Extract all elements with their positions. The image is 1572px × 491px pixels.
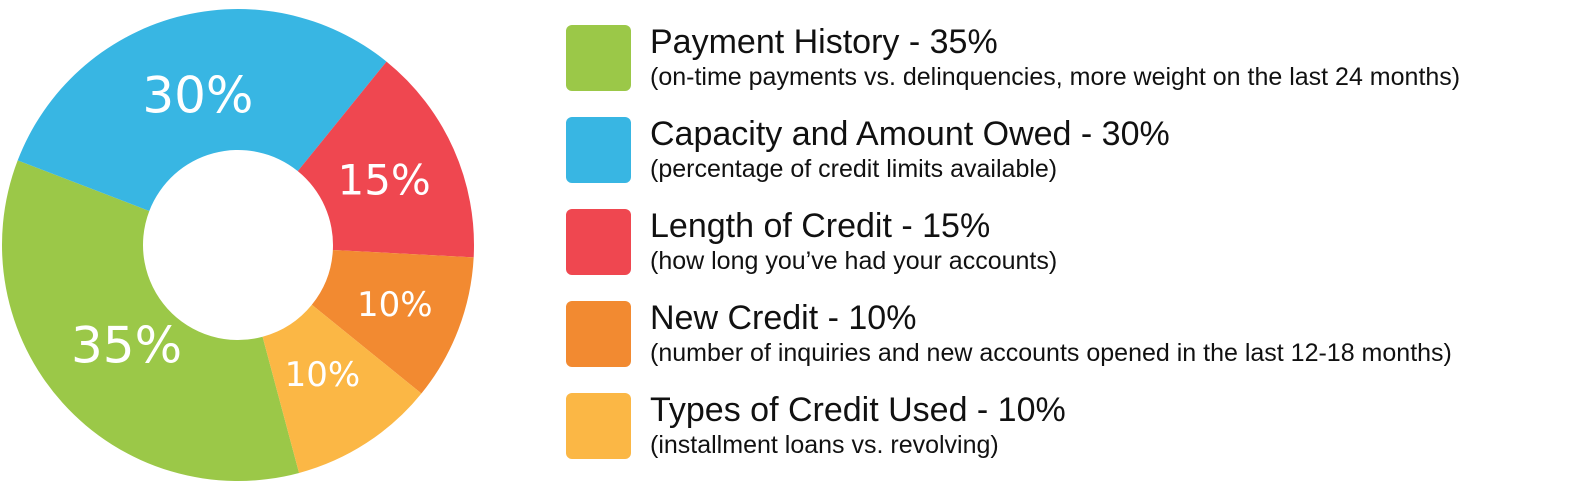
donut-slice-payment-history: [1, 160, 300, 481]
slice-label: 35%: [71, 316, 182, 374]
donut-slice-capacity-and-amount-owed: [17, 9, 387, 211]
legend-title: New Credit - 10%: [650, 299, 917, 337]
legend-swatch: [566, 25, 631, 91]
donut-chart: 35% 30% 15% 10% 10%: [1, 9, 474, 481]
slice-label: 10%: [357, 285, 433, 325]
legend-title: Length of Credit - 15%: [650, 207, 991, 245]
legend-swatch: [566, 209, 631, 275]
legend-description: (installment loans vs. revolving): [650, 431, 999, 459]
legend-swatch: [566, 393, 631, 459]
donut-slice-types-of-credit-used: [262, 304, 422, 473]
legend-swatch: [566, 301, 631, 367]
slice-label: 15%: [337, 155, 430, 204]
slice-label: 10%: [285, 355, 361, 395]
slice-label: 30%: [142, 66, 253, 124]
legend-description: (percentage of credit limits available): [650, 155, 1058, 183]
legend-description: (number of inquiries and new accounts op…: [650, 339, 1452, 367]
donut-slice-length-of-credit: [297, 61, 474, 258]
legend-swatch: [566, 117, 631, 183]
legend-title: Capacity and Amount Owed - 30%: [650, 115, 1170, 153]
legend-title: Payment History - 35%: [650, 23, 998, 61]
donut-slice-new-credit: [311, 249, 474, 394]
legend-description: (on-time payments vs. delinquencies, mor…: [650, 63, 1461, 91]
legend-description: (how long you’ve had your accounts): [650, 247, 1058, 275]
legend-title: Types of Credit Used - 10%: [650, 391, 1066, 429]
